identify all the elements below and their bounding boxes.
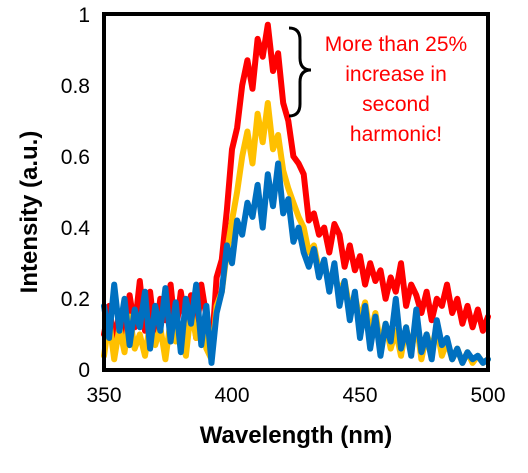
annotation-brace <box>288 26 312 118</box>
annotation-line: second <box>362 93 430 116</box>
x-tick-label: 350 <box>86 384 121 407</box>
series-layer <box>101 21 491 366</box>
annotation-line: harmonic! <box>350 123 442 146</box>
plot-frame <box>102 12 490 372</box>
x-tick-label: 450 <box>342 384 377 407</box>
y-tick-label: 0.6 <box>61 146 90 169</box>
annotation: More than 25% increase in second harmoni… <box>325 33 467 146</box>
y-tick-label: 0.8 <box>61 75 90 98</box>
annotation-line: More than 25% <box>325 33 467 56</box>
annotation-line: increase in <box>345 63 447 86</box>
x-axis-label: Wavelength (nm) <box>200 422 392 449</box>
x-tick-label: 500 <box>470 384 505 407</box>
y-tick-label: 1 <box>78 4 90 27</box>
series-line-2 <box>101 160 491 366</box>
y-tick-label: 0.2 <box>61 288 90 311</box>
x-tick-label: 400 <box>214 384 249 407</box>
y-tick-label: 0 <box>78 359 90 382</box>
x-tick-labels: 350 400 450 500 <box>86 384 505 407</box>
y-tick-labels: 0 0.2 0.4 0.6 0.8 1 <box>61 4 91 382</box>
y-tick-label: 0.4 <box>61 217 91 240</box>
y-axis-label: Intensity (a.u.) <box>16 131 43 294</box>
